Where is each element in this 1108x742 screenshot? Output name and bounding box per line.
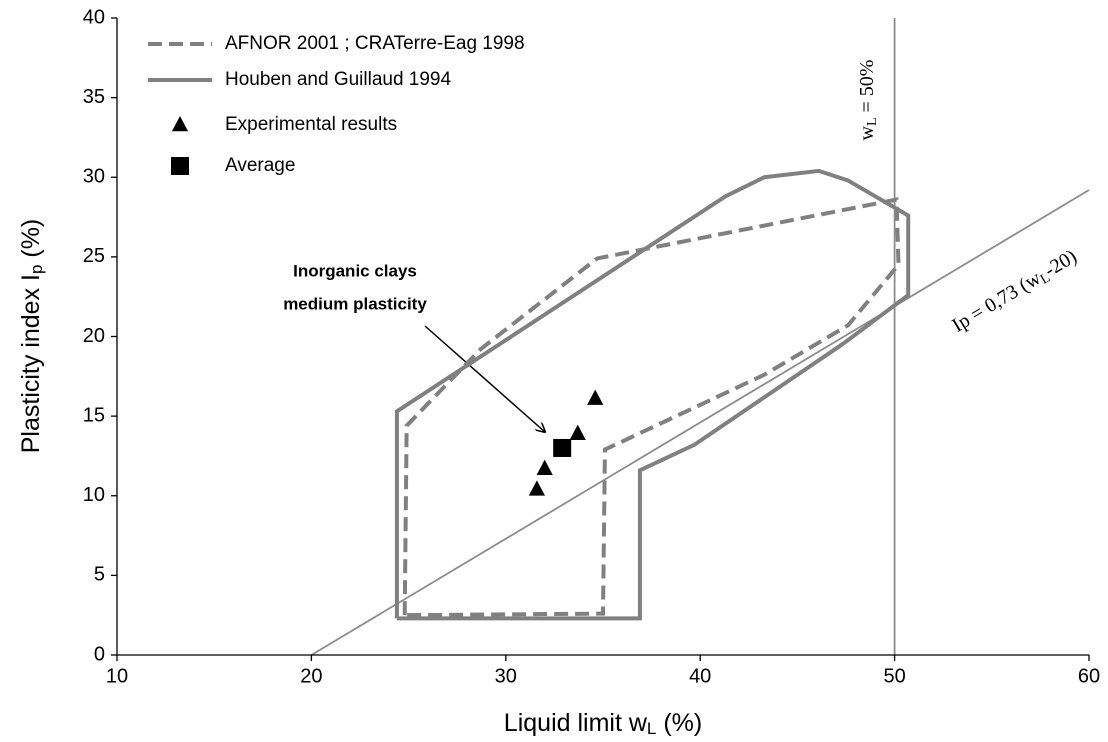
legend-label: Experimental results xyxy=(225,114,397,135)
y-tick-label: 0 xyxy=(94,643,105,665)
y-label-sub: p xyxy=(27,265,46,274)
y-tick-label: 5 xyxy=(94,564,105,586)
x-label-sub: L xyxy=(647,719,656,738)
x-label-text: Liquid limit w xyxy=(504,709,648,737)
x-tick-label: 10 xyxy=(106,665,128,687)
legend-label: Average xyxy=(225,155,295,176)
annotation: medium plasticity xyxy=(283,294,427,313)
outline xyxy=(402,197,901,618)
triangle-marker xyxy=(536,459,553,475)
y-tick-label: 25 xyxy=(83,245,105,267)
annotation-text: = 50% xyxy=(856,60,878,118)
triangle-marker xyxy=(528,480,546,496)
y-tick-label: 15 xyxy=(83,404,105,426)
legend-marker xyxy=(171,116,189,132)
annotation: Ip = 0,73 (wL-20) xyxy=(948,245,1082,339)
y-tick-label: 20 xyxy=(83,325,105,347)
annotation-arrow xyxy=(424,325,545,432)
annotation: Inorganic clays xyxy=(293,261,417,280)
y-tick-label: 10 xyxy=(83,484,105,506)
x-tick-label: 30 xyxy=(495,665,517,687)
y-axis-label: Plasticity index Ip (%) xyxy=(17,219,47,454)
square-marker xyxy=(553,438,572,457)
x-axis-label: Liquid limit wL (%) xyxy=(504,709,702,739)
x-tick-label: 60 xyxy=(1078,665,1100,687)
reference-line xyxy=(310,189,1090,656)
triangle-marker xyxy=(569,424,586,440)
x-tick-label: 50 xyxy=(883,665,905,687)
legend-label: Houben and Guillaud 1994 xyxy=(225,69,452,90)
x-tick-label: 20 xyxy=(300,665,322,687)
outline xyxy=(394,168,911,621)
annotation: wL = 50% xyxy=(856,60,881,141)
annotation-sub: L xyxy=(865,117,880,126)
y-tick-label: 40 xyxy=(83,6,105,28)
legend-marker xyxy=(171,157,189,175)
x-tick-label: 40 xyxy=(689,665,711,687)
annotation-text: w xyxy=(856,125,878,140)
annotation-text: Ip = 0,73 (w xyxy=(948,266,1045,336)
y-label-text: (%) xyxy=(17,219,45,265)
x-label-text: (%) xyxy=(656,709,702,737)
legend-label: AFNOR 2001 ; CRATerre-Eag 1998 xyxy=(225,33,525,54)
y-tick-label: 35 xyxy=(83,86,105,108)
y-label-text: Plasticity index I xyxy=(17,274,45,453)
triangle-marker xyxy=(587,389,604,405)
y-tick-label: 30 xyxy=(83,166,105,188)
